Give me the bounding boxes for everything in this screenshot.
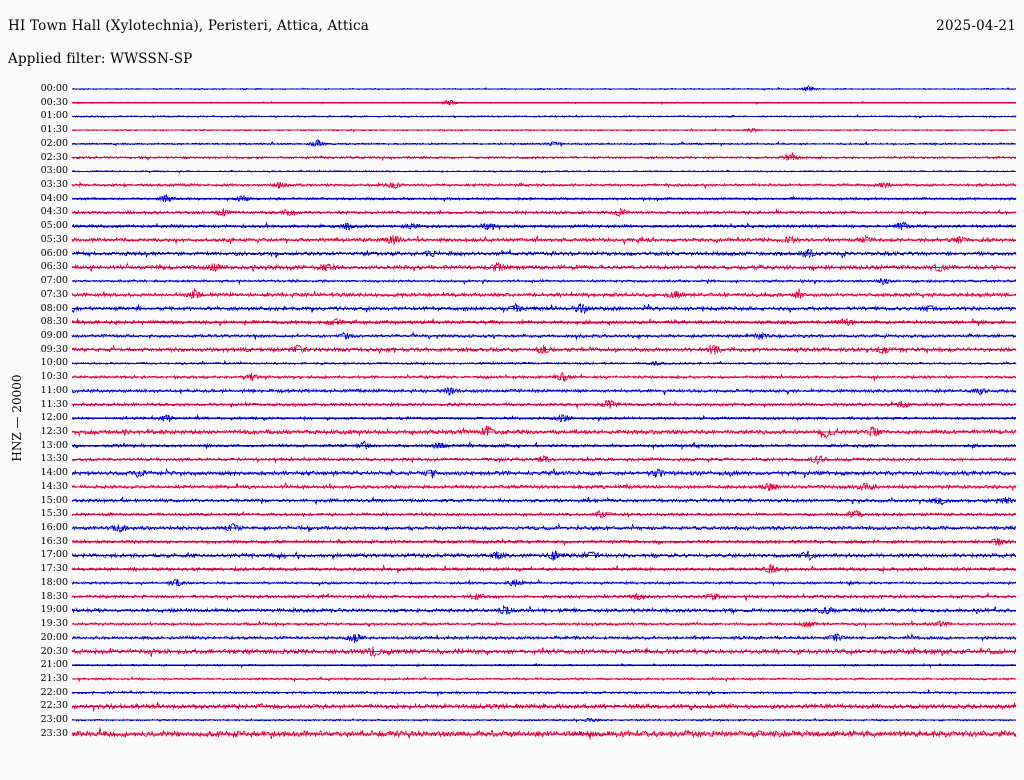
time-label: 16:30 <box>40 535 68 547</box>
time-label: 07:00 <box>40 275 68 287</box>
trace-row <box>71 440 1017 451</box>
time-label: 14:30 <box>40 480 68 492</box>
trace-row <box>71 287 1017 300</box>
trace-row <box>71 688 1017 697</box>
time-label: 10:00 <box>40 357 68 369</box>
time-label: 13:30 <box>40 453 68 465</box>
time-label: 21:00 <box>40 659 68 671</box>
time-label: 08:00 <box>40 302 68 314</box>
time-label: 10:30 <box>40 371 68 383</box>
time-label: 12:30 <box>40 426 68 437</box>
time-label: 13:00 <box>40 439 68 451</box>
time-label: 17:00 <box>40 549 68 561</box>
time-label: 20:00 <box>40 631 68 643</box>
time-label: 15:00 <box>40 494 68 506</box>
time-label: 04:30 <box>40 206 68 218</box>
time-label: 05:30 <box>40 233 68 245</box>
time-label: 03:30 <box>40 179 68 191</box>
time-label: 14:00 <box>40 467 68 479</box>
trace-row <box>71 387 1017 396</box>
time-label: 20:30 <box>40 645 68 657</box>
time-label: 03:00 <box>40 165 68 177</box>
time-label: 15:30 <box>40 508 68 520</box>
time-label: 18:00 <box>40 576 68 588</box>
time-label: 19:30 <box>40 618 68 630</box>
time-label: 05:00 <box>40 220 68 232</box>
time-label: 01:00 <box>40 110 68 122</box>
time-label: 06:00 <box>40 247 68 259</box>
time-label: 02:00 <box>40 137 68 149</box>
time-label: 01:30 <box>40 124 68 136</box>
time-label: 19:00 <box>40 604 68 616</box>
time-label: 22:00 <box>40 686 68 698</box>
applied-filter-label: Applied filter: WWSSN-SP <box>8 51 193 67</box>
time-label: 09:30 <box>40 343 68 355</box>
time-label: 22:30 <box>40 700 68 712</box>
time-label: 11:30 <box>40 398 68 410</box>
time-label: 00:00 <box>40 83 68 94</box>
time-label: 09:00 <box>40 329 68 341</box>
time-label: 08:30 <box>40 316 68 328</box>
time-label: 12:00 <box>40 412 68 424</box>
time-label: 21:30 <box>40 672 68 684</box>
trace-row <box>71 701 1017 712</box>
trace-row <box>71 152 1017 162</box>
trace-row <box>71 633 1017 644</box>
record-date: 2025-04-21 <box>936 18 1016 34</box>
time-label: 02:30 <box>40 151 68 163</box>
time-label: 16:00 <box>40 522 68 534</box>
time-label: 11:00 <box>40 384 68 396</box>
trace-row <box>71 139 1017 148</box>
time-label: 17:30 <box>40 563 68 575</box>
trace-row <box>71 302 1017 315</box>
page-title: HI Town Hall (Xylotechnia), Peristeri, A… <box>8 18 369 34</box>
time-label: 06:30 <box>40 261 68 273</box>
time-label: 18:30 <box>40 590 68 602</box>
time-label: 07:30 <box>40 288 68 300</box>
time-label: 23:30 <box>40 727 68 739</box>
time-axis-labels: 00:00 00:30 01:00 01:30 02:00 02:30 03:00 03:30… <box>22 0 68 780</box>
time-label: 00:30 <box>40 96 68 108</box>
time-label: 23:00 <box>40 714 68 726</box>
time-label: 04:00 <box>40 192 68 204</box>
trace-row <box>71 208 1017 218</box>
